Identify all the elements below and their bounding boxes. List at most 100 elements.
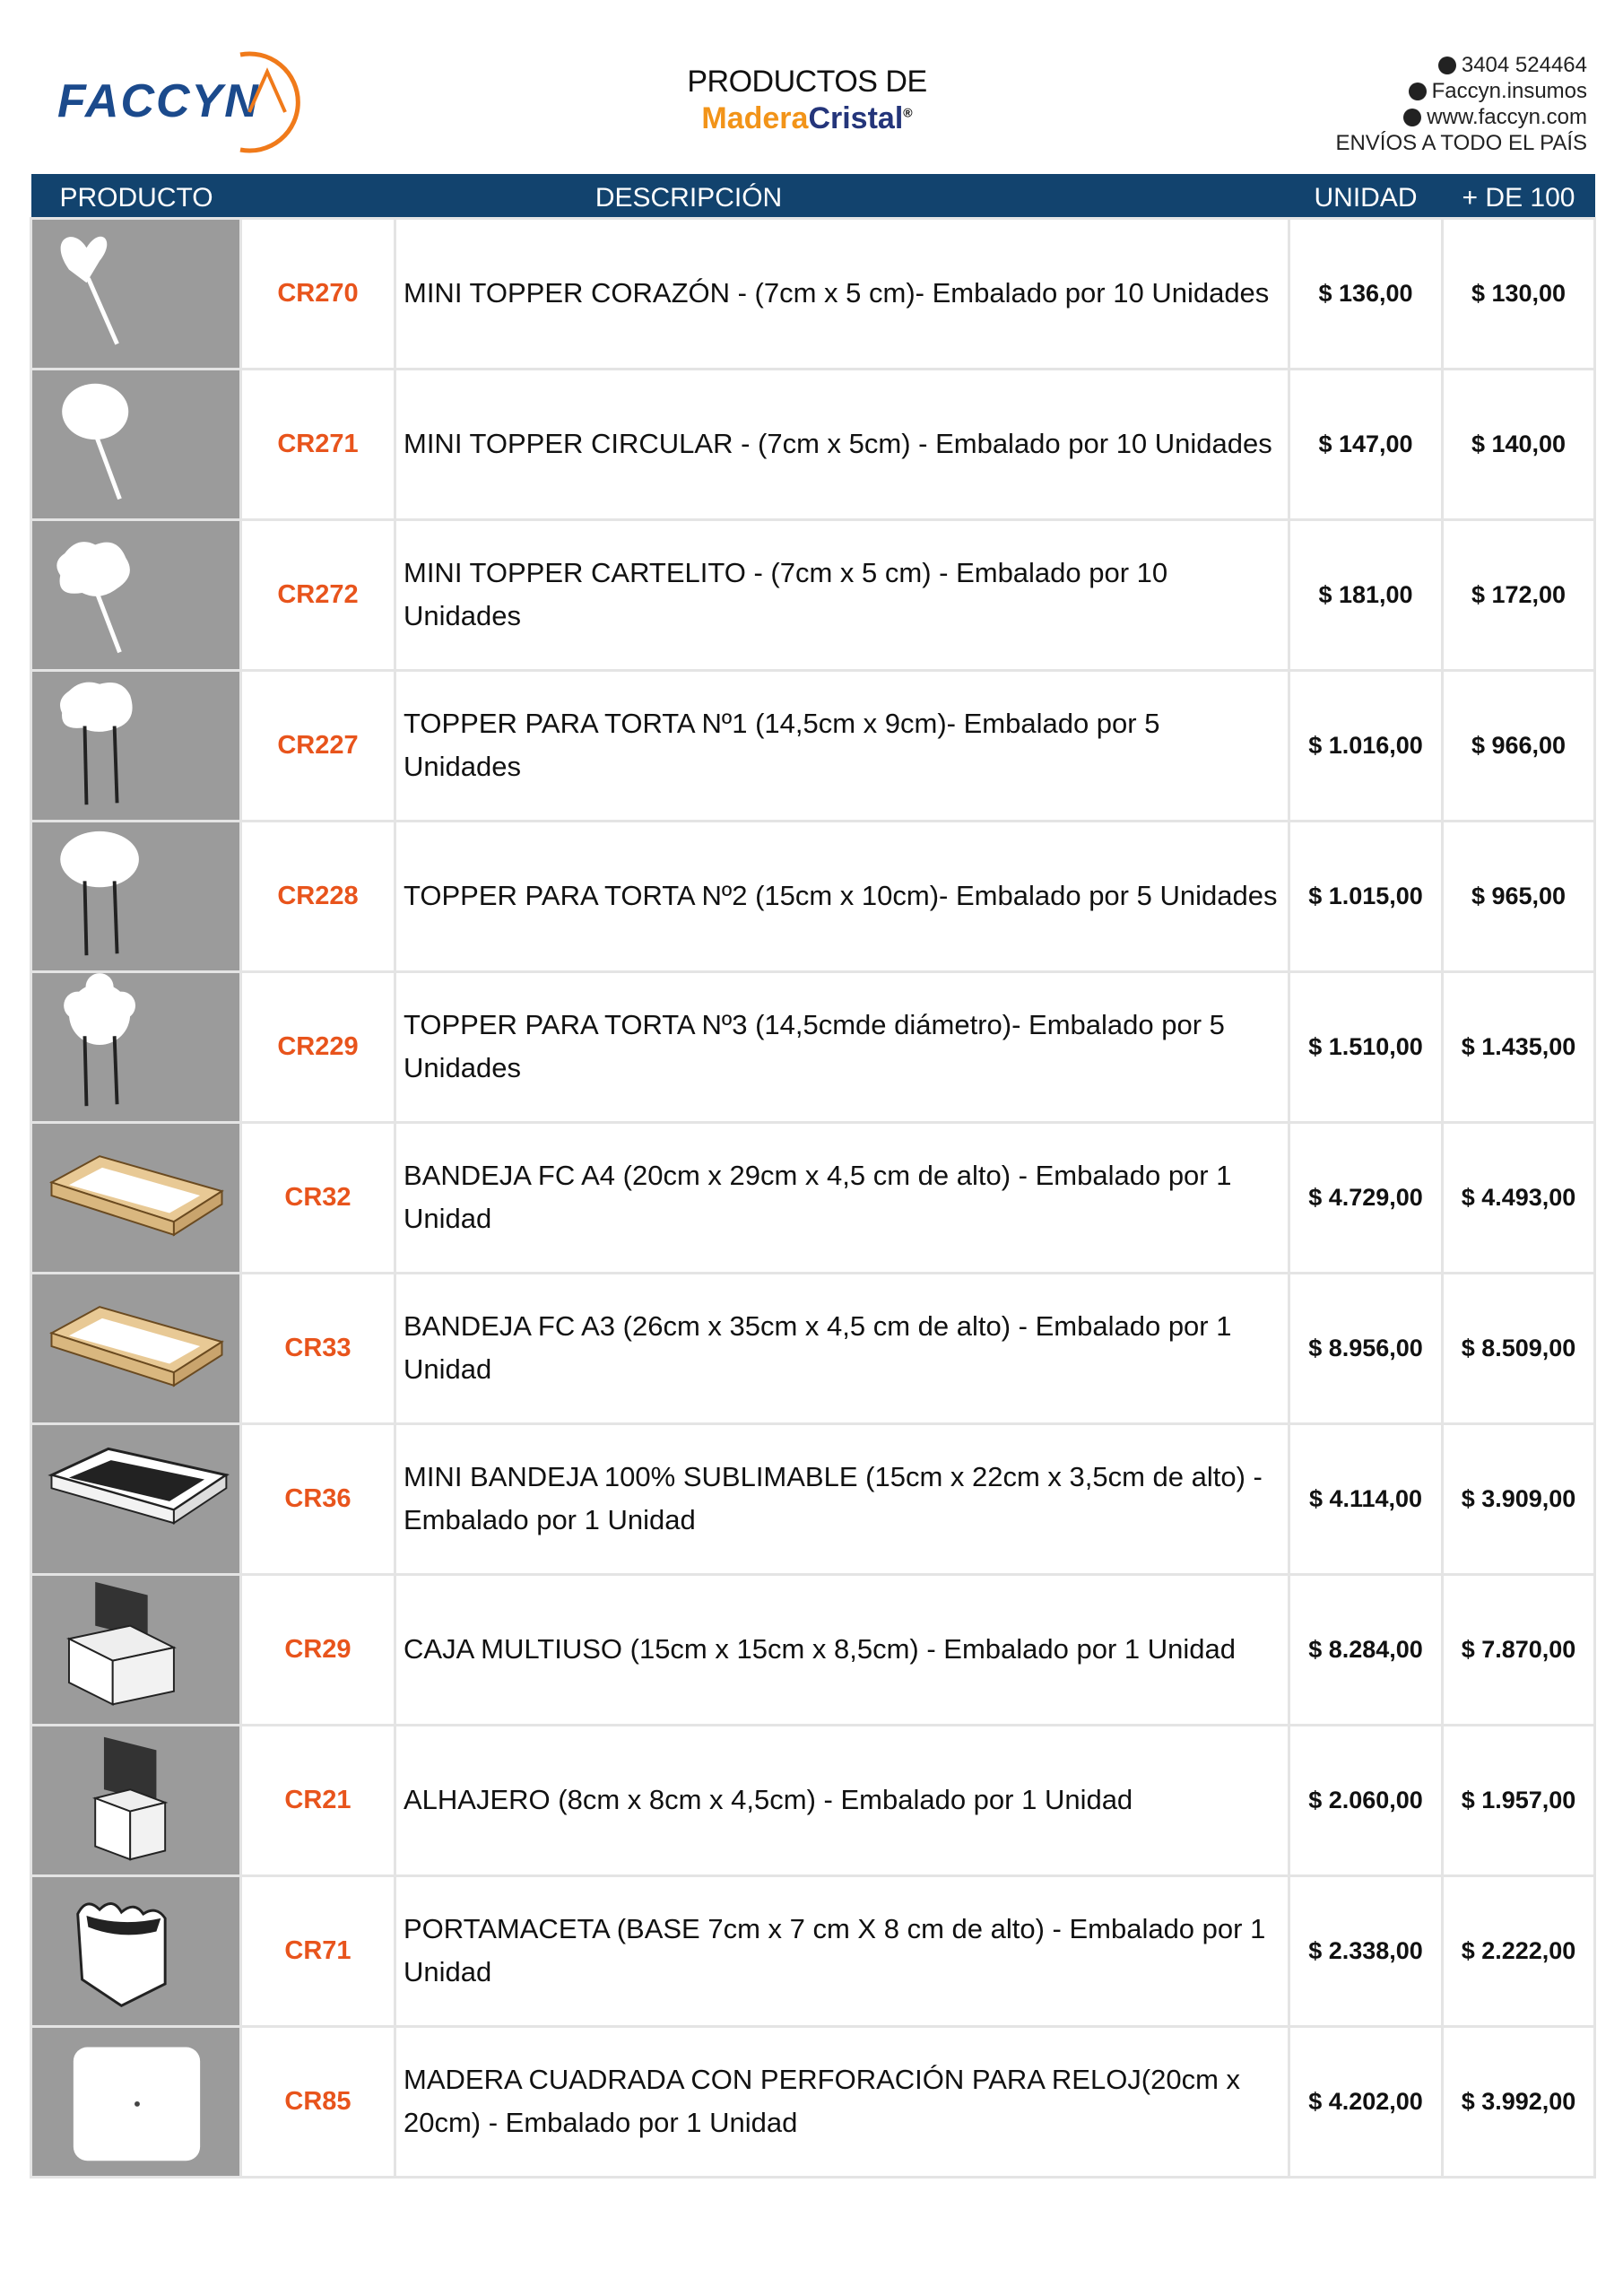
price-unit: $ 8.284,00 [1288, 1572, 1445, 1726]
col-description: DESCRIPCIÓN [240, 174, 1289, 218]
table-row: CR270 MINI TOPPER CORAZÓN - (7cm x 5 cm)… [30, 216, 1597, 370]
product-image [30, 1271, 242, 1425]
product-image [30, 367, 242, 521]
price-unit: $ 136,00 [1288, 216, 1445, 370]
table-row: CR271 MINI TOPPER CIRCULAR - (7cm x 5cm)… [30, 367, 1597, 521]
product-description: TOPPER PARA TORTA Nº3 (14,5cmde diámetro… [393, 970, 1291, 1124]
product-description: MADERA CUADRADA CON PERFORACIÓN PARA REL… [393, 2024, 1291, 2179]
website[interactable]: www.faccyn.com [1427, 105, 1587, 129]
product-image [30, 1422, 242, 1576]
product-code: CR36 [239, 1422, 396, 1576]
price-unit: $ 147,00 [1288, 367, 1445, 521]
price-unit: $ 1.510,00 [1288, 970, 1445, 1124]
price-over100: $ 1.435,00 [1441, 970, 1597, 1124]
phone: 3404 524464 [1461, 53, 1587, 77]
product-description: MINI BANDEJA 100% SUBLIMABLE (15cm x 22c… [393, 1422, 1291, 1576]
product-description: PORTAMACETA (BASE 7cm x 7 cm X 8 cm de a… [393, 1874, 1291, 2028]
price-over100: $ 1.957,00 [1441, 1723, 1597, 1877]
product-description: TOPPER PARA TORTA Nº1 (14,5cm x 9cm)- Em… [393, 668, 1291, 822]
product-description: CAJA MULTIUSO (15cm x 15cm x 8,5cm) - Em… [393, 1572, 1291, 1726]
price-over100: $ 4.493,00 [1441, 1120, 1597, 1274]
jewel-box-icon [91, 1736, 168, 1861]
brand-mark: ® [903, 105, 913, 120]
planter-icon [75, 1901, 167, 2007]
product-image [30, 970, 242, 1124]
price-unit: $ 8.956,00 [1288, 1271, 1445, 1425]
product-code: CR272 [239, 517, 396, 672]
price-unit: $ 4.729,00 [1288, 1120, 1445, 1274]
product-image [30, 1723, 242, 1877]
product-image [30, 668, 242, 822]
product-code: CR32 [239, 1120, 396, 1274]
product-description: MINI TOPPER CORAZÓN - (7cm x 5 cm)- Emba… [393, 216, 1291, 370]
product-code: CR270 [239, 216, 396, 370]
col-product: PRODUCTO [30, 174, 241, 218]
price-unit: $ 4.202,00 [1288, 2024, 1445, 2179]
table-row: CR21 ALHAJERO (8cm x 8cm x 4,5cm) - Emba… [30, 1723, 1597, 1877]
table-row: CR32 BANDEJA FC A4 (20cm x 29cm x 4,5 cm… [30, 1120, 1597, 1274]
product-code: CR29 [239, 1572, 396, 1726]
table-row: CR33 BANDEJA FC A3 (26cm x 35cm x 4,5 cm… [30, 1271, 1597, 1425]
price-over100: $ 3.992,00 [1441, 2024, 1597, 2179]
price-over100: $ 8.509,00 [1441, 1271, 1597, 1425]
tray-icon [48, 1305, 224, 1387]
instagram-icon [1408, 83, 1427, 100]
product-description: MINI TOPPER CIRCULAR - (7cm x 5cm) - Emb… [393, 367, 1291, 521]
price-over100: $ 140,00 [1441, 367, 1597, 521]
price-over100: $ 130,00 [1441, 216, 1597, 370]
product-code: CR271 [239, 367, 396, 521]
sign-topper-icon [56, 541, 130, 653]
brand-part1: Madera [701, 101, 809, 135]
logo-circle-icon [239, 51, 300, 153]
col-over100: + DE 100 [1442, 174, 1595, 218]
product-image [30, 517, 242, 672]
product-image [30, 1572, 242, 1726]
price-unit: $ 1.015,00 [1288, 819, 1445, 973]
brand-part2: Cristal [808, 101, 904, 135]
cake-topper-oval-icon [59, 831, 139, 955]
table-row: CR228 TOPPER PARA TORTA Nº2 (15cm x 10cm… [30, 819, 1597, 973]
price-unit: $ 4.114,00 [1288, 1422, 1445, 1576]
page-title: PRODUCTOS DE MaderaCristal® [628, 65, 986, 136]
table-row: CR229 TOPPER PARA TORTA Nº3 (14,5cmde di… [30, 970, 1597, 1124]
clock-square-icon [73, 2047, 200, 2161]
price-over100: $ 7.870,00 [1441, 1572, 1597, 1726]
table-row: CR29 CAJA MULTIUSO (15cm x 15cm x 8,5cm)… [30, 1572, 1597, 1726]
product-code: CR85 [239, 2024, 396, 2179]
price-over100: $ 966,00 [1441, 668, 1597, 822]
price-over100: $ 3.909,00 [1441, 1422, 1597, 1576]
product-image [30, 216, 242, 370]
product-description: BANDEJA FC A4 (20cm x 29cm x 4,5 cm de a… [393, 1120, 1291, 1274]
cake-topper-sign-icon [59, 682, 133, 804]
product-code: CR228 [239, 819, 396, 973]
product-description: BANDEJA FC A3 (26cm x 35cm x 4,5 cm de a… [393, 1271, 1291, 1425]
table-row: CR227 TOPPER PARA TORTA Nº1 (14,5cm x 9c… [30, 668, 1597, 822]
table-row: CR71 PORTAMACETA (BASE 7cm x 7 cm X 8 cm… [30, 1874, 1597, 2028]
product-image [30, 1874, 242, 2028]
cake-topper-flower-icon [63, 972, 135, 1106]
instagram: Faccyn.insumos [1431, 79, 1587, 103]
table-row: CR36 MINI BANDEJA 100% SUBLIMABLE (15cm … [30, 1422, 1597, 1576]
logo-text: FACCYN [57, 75, 260, 127]
product-code: CR227 [239, 668, 396, 822]
price-unit: $ 2.338,00 [1288, 1874, 1445, 2028]
price-unit: $ 1.016,00 [1288, 668, 1445, 822]
web-icon [1403, 109, 1422, 126]
product-code: CR33 [239, 1271, 396, 1425]
tray-icon [48, 1154, 224, 1237]
price-over100: $ 965,00 [1441, 819, 1597, 973]
price-table: PRODUCTO DESCRIPCIÓN UNIDAD + DE 100 CR2… [30, 174, 1597, 2179]
price-over100: $ 172,00 [1441, 517, 1597, 672]
shipping-note: ENVÍOS A TODO EL PAÍS [1335, 131, 1587, 155]
whatsapp-icon [1437, 57, 1456, 74]
col-unit: UNIDAD [1289, 174, 1443, 218]
circle-topper-icon [61, 383, 128, 500]
price-unit: $ 2.060,00 [1288, 1723, 1445, 1877]
table-header: PRODUCTO DESCRIPCIÓN UNIDAD + DE 100 [30, 174, 1595, 218]
product-description: TOPPER PARA TORTA Nº2 (15cm x 10cm)- Emb… [393, 819, 1291, 973]
product-image [30, 819, 242, 973]
heart-topper-icon [60, 236, 119, 344]
product-image [30, 2024, 242, 2179]
product-code: CR21 [239, 1723, 396, 1877]
price-unit: $ 181,00 [1288, 517, 1445, 672]
